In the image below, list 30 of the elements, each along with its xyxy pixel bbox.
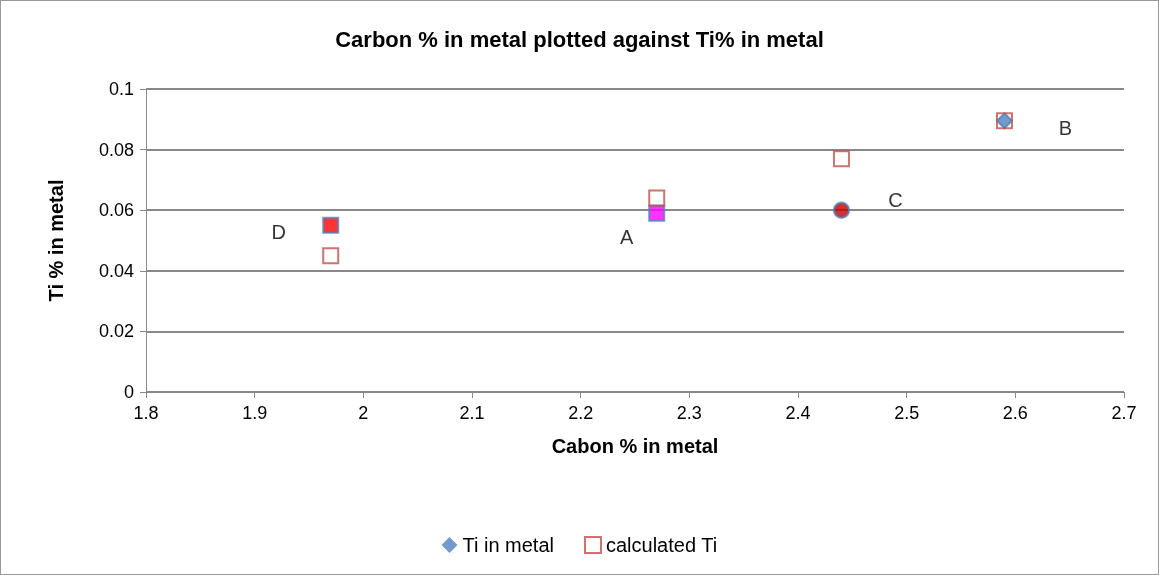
x-tick-label: 1.9 [242, 403, 268, 423]
y-tick-label: 0 [123, 382, 134, 402]
x-tick-label: 1.8 [133, 403, 159, 423]
legend-label: calculated Ti [605, 534, 718, 556]
y-tick-label: 0.08 [98, 139, 134, 160]
x-tick-label: 2.4 [785, 403, 811, 423]
annotation: D [271, 221, 286, 244]
x-tick-label: 2.7 [1111, 403, 1137, 423]
point [832, 201, 850, 219]
point [322, 247, 340, 265]
x-tick-label: 2.5 [894, 403, 920, 423]
chart-title: Carbon % in metal plotted against Ti% in metal [335, 26, 824, 52]
x-tick-label: 2.1 [459, 403, 485, 423]
y-tick-label: 0.1 [108, 79, 134, 99]
point [322, 216, 340, 234]
x-axis-title: Cabon % in metal [551, 435, 719, 457]
point [832, 150, 850, 168]
y-tick-label: 0.02 [98, 321, 134, 342]
annotation: A [620, 226, 635, 249]
x-tick-label: 2.3 [676, 403, 702, 423]
legend-label: Ti in metal [462, 534, 554, 556]
x-tick-label: 2.2 [568, 403, 594, 423]
annotation: C [888, 189, 903, 212]
y-axis-title: Ti % in metal [45, 179, 67, 302]
point [648, 189, 666, 207]
x-tick-label: 2.6 [1002, 403, 1028, 423]
x-tick-label: 2 [358, 403, 369, 423]
y-tick-label: 0.06 [98, 200, 134, 221]
y-tick-label: 0.04 [98, 260, 134, 281]
annotation: B [1058, 116, 1073, 139]
